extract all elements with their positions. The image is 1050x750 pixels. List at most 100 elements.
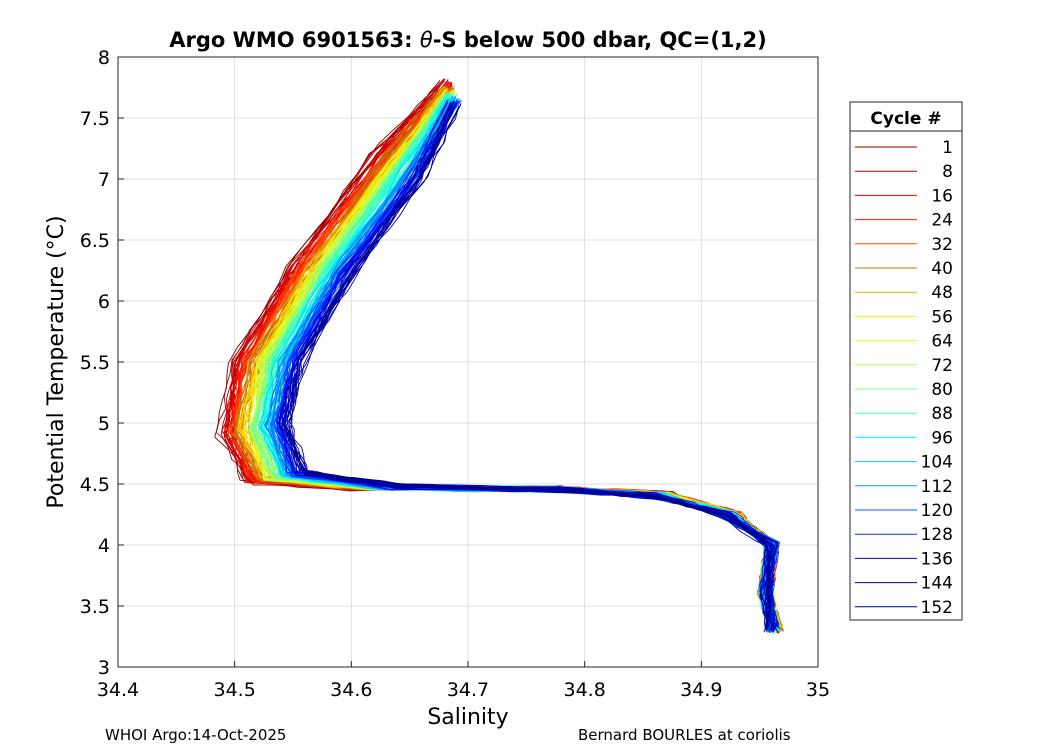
profile-line [236,87,773,631]
profile-line [264,97,772,633]
profile-line [278,103,773,629]
legend-label: 16 [931,186,953,206]
legend-label: 152 [921,598,953,618]
profile-line [271,102,779,633]
profile-line [230,86,779,631]
profile-line [253,90,777,633]
profile-line [272,100,775,632]
profile-line [248,95,781,631]
profile-line [249,96,780,631]
profile-line [263,97,776,634]
y-tick-label: 6.5 [80,230,110,252]
profile-line [227,83,775,629]
legend-label: 136 [921,549,953,569]
y-tick-label: 3.5 [80,596,110,618]
profile-line [239,90,780,630]
profile-line [233,85,780,630]
legend-label: 112 [921,477,953,497]
profile-line [243,89,774,633]
profile-line [278,101,779,631]
profile-line [266,94,774,634]
profile-line [246,93,773,630]
profile-line [260,93,777,629]
profile-line [223,80,774,632]
profile-line [249,93,777,630]
profile-line [273,101,775,629]
y-axis-label: Potential Temperature (°C) [44,215,69,508]
profile-line [221,84,779,634]
profile-line [262,94,774,629]
y-tick-label: 5 [98,413,110,435]
profile-line [225,78,784,632]
profile-line [234,86,772,630]
x-axis-label: Salinity [427,705,508,730]
profile-line [240,86,782,630]
profile-line [281,107,771,633]
profile-line [248,90,778,632]
legend-label: 56 [931,307,953,327]
legend-label: 80 [931,380,953,400]
profile-line [265,96,774,632]
y-tick-label: 7.5 [80,108,110,130]
y-tick-label: 8 [98,47,110,69]
legend-title: Cycle # [870,109,941,129]
profile-line [263,96,777,629]
y-tick-label: 5.5 [80,352,110,374]
legend-label: 48 [931,283,953,303]
profile-line [230,81,776,633]
x-tick-label: 35 [806,679,830,701]
profile-line [259,95,769,633]
legend-label: 128 [921,525,953,545]
profile-line [252,91,779,631]
legend-label: 32 [931,235,953,255]
profile-line [237,86,772,629]
footer-credit: Bernard BOURLES at coriolis [578,726,791,744]
profile-line [257,97,777,634]
legend-label: 104 [921,453,953,473]
legend-label: 1 [942,138,953,158]
profile-line [220,83,780,633]
profile-line [234,85,783,630]
profile-line [252,89,780,634]
profile-line [235,88,778,634]
grid [117,56,819,668]
chart-title-prefix: Argo WMO 6901563: [169,28,420,52]
profile-line [240,88,778,629]
profile-line [240,88,779,631]
profile-line [254,91,774,634]
x-tick-label: 34.5 [214,679,256,701]
profile-line [223,81,780,628]
x-tick-labels: 34.4 34.5 34.6 34.7 34.8 34.9 35 [97,679,830,701]
profile-line [235,86,770,631]
profile-line [271,100,781,629]
profile-line [267,101,780,629]
profile-line [225,79,783,630]
profile-line [250,89,780,629]
profile-line [274,98,775,631]
profile-line [232,83,774,632]
legend-label: 24 [931,211,953,231]
profile-line [239,86,783,631]
profile-line [260,95,775,630]
profile-line [224,82,777,630]
profile-line [271,96,771,631]
profile-line [273,101,780,630]
profile-line [229,87,775,628]
profile-line [232,84,778,633]
profile-line [258,93,775,634]
legend-label: 96 [931,428,953,448]
profile-line [281,102,775,632]
y-tick-label: 4 [98,535,110,557]
legend-box [849,101,963,621]
profile-line [236,85,776,633]
profile-line [230,85,772,633]
profile-line [275,100,770,631]
profile-line [262,95,778,632]
legend-label: 120 [921,501,953,521]
profile-line [282,106,778,632]
footer-source: WHOI Argo:14-Oct-2025 [105,726,287,744]
y-tick-label: 6 [98,291,110,313]
legend-label: 72 [931,356,953,376]
profile-line [255,91,782,629]
profile-line [232,84,781,633]
